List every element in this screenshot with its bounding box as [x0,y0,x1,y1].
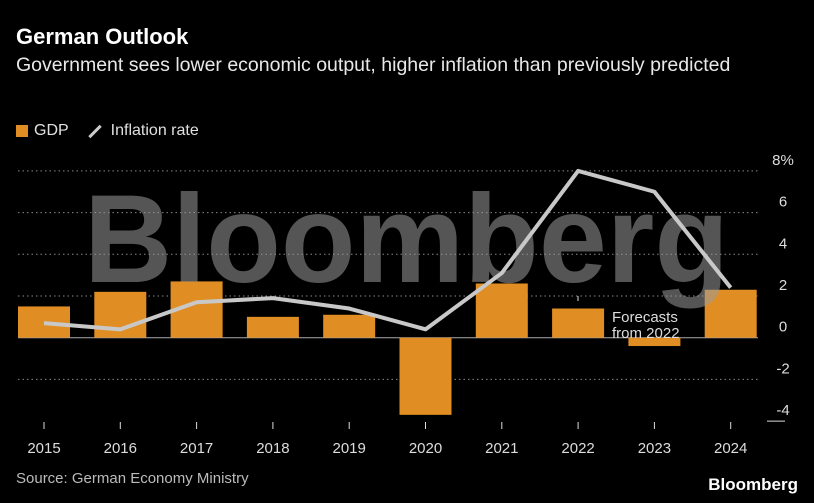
y-tick-label: -4 [776,402,789,419]
legend: GDP Inflation rate [16,122,199,140]
gdp-bar [399,337,452,415]
source-note: Source: German Economy Ministry [16,470,249,487]
gdp-bar [18,306,70,338]
x-tick-label: 2016 [104,440,137,457]
y-tick-label: -2 [776,360,789,377]
x-tick-label: 2021 [485,440,518,457]
annotation-line2: from 2022 [612,325,680,342]
inflation-line [43,168,733,332]
x-tick-label: 2023 [638,440,671,457]
annotation-line1: Forecasts [612,309,678,326]
x-tick-label: 2022 [561,440,594,457]
legend-inflation-label: Inflation rate [110,122,199,139]
gdp-bar [246,316,299,338]
y-tick-label: 4 [779,235,787,252]
x-tick-label: 2017 [180,440,213,457]
y-tick-label: 0 [779,319,787,336]
gdp-bar [475,283,528,338]
y-tick-label: 8% [772,152,794,169]
legend-gdp-label: GDP [34,122,69,139]
x-tick-label: 2015 [27,440,60,457]
chart-subtitle: Government sees lower economic output, h… [16,54,731,76]
gdp-bar [552,308,605,338]
legend-gdp-swatch [16,125,28,137]
chart-title: German Outlook [16,24,189,49]
x-tick-label: 2020 [409,440,442,457]
x-tick-label: 2018 [256,440,289,457]
y-tick-label: 2 [779,277,787,294]
y-tick-label: 6 [779,194,787,211]
x-tick-label: 2019 [333,440,366,457]
gdp-bar [628,337,681,347]
x-tick-label: 2024 [714,440,747,457]
watermark: Bloomberg [84,170,729,309]
gdp-bar [323,314,376,338]
bloomberg-logo: Bloomberg [708,475,798,494]
gdp-bar [704,289,757,338]
